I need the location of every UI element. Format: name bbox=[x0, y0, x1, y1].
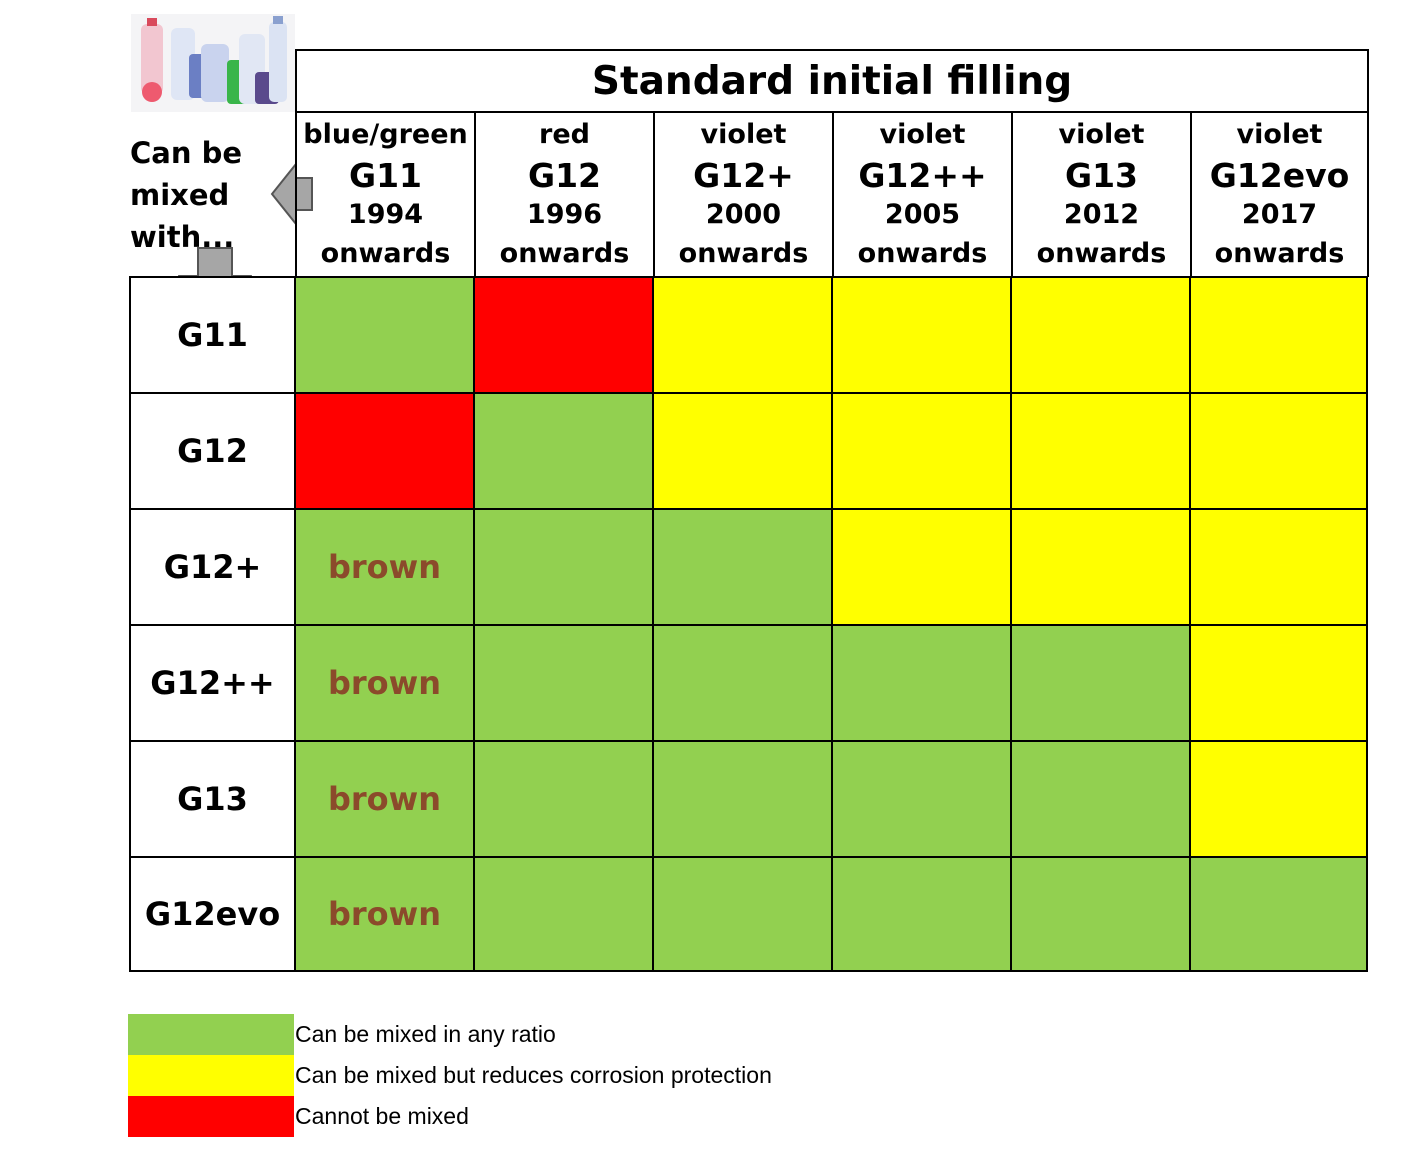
column-header-g12: red G12 1996 onwards bbox=[474, 111, 653, 277]
compatibility-cell-green bbox=[1189, 856, 1368, 972]
column-year: 2017 bbox=[1241, 199, 1318, 230]
compatibility-cell-yellow bbox=[1189, 392, 1368, 508]
compatibility-cell-green bbox=[831, 740, 1010, 856]
row-label: G11 bbox=[129, 276, 294, 392]
compatibility-cell-green bbox=[652, 740, 831, 856]
compatibility-cell-red bbox=[294, 392, 473, 508]
compatibility-cell-green bbox=[1010, 624, 1189, 740]
compatibility-cell-green bbox=[473, 392, 652, 508]
compatibility-cell-yellow bbox=[1189, 276, 1368, 392]
column-color: violet bbox=[1236, 119, 1323, 150]
compatibility-cell-yellow bbox=[1189, 508, 1368, 624]
compatibility-cell-green: brown bbox=[294, 740, 473, 856]
compatibility-cell-yellow bbox=[831, 392, 1010, 508]
column-year: 2005 bbox=[884, 199, 961, 230]
column-suffix: onwards bbox=[678, 238, 809, 269]
legend-text: Can be mixed in any ratio bbox=[295, 1021, 556, 1047]
compatibility-cell-yellow bbox=[1010, 508, 1189, 624]
column-code: G12evo bbox=[1209, 156, 1350, 195]
row-label: G12 bbox=[129, 392, 294, 508]
mix-label: Can be mixed with... bbox=[130, 136, 243, 254]
compatibility-cell-green bbox=[473, 740, 652, 856]
compatibility-cell-green bbox=[652, 508, 831, 624]
table-row: G12+ brown bbox=[129, 508, 1368, 624]
column-suffix: onwards bbox=[1214, 238, 1345, 269]
compatibility-cell-yellow bbox=[831, 508, 1010, 624]
table-row: G12++ brown bbox=[129, 624, 1368, 740]
column-header-g12plusplus: violet G12++ 2005 onwards bbox=[832, 111, 1011, 277]
compatibility-cell-yellow bbox=[1189, 740, 1368, 856]
legend-swatch bbox=[128, 1055, 294, 1096]
column-code: G12 bbox=[527, 156, 601, 195]
compatibility-grid: G11 G12 G12+ brown G12++ brown G13 brown G12evo b… bbox=[129, 276, 1368, 972]
column-year: 2012 bbox=[1063, 199, 1140, 230]
row-label: G13 bbox=[129, 740, 294, 856]
column-header-g11: blue/green G11 1994 onwards bbox=[295, 111, 474, 277]
column-header-g12plus: violet G12+ 2000 onwards bbox=[653, 111, 832, 277]
column-year: 2000 bbox=[705, 199, 782, 230]
table-row: G13 brown bbox=[129, 740, 1368, 856]
compatibility-cell-green bbox=[294, 276, 473, 392]
compatibility-cell-yellow bbox=[1189, 624, 1368, 740]
compatibility-cell-green: brown bbox=[294, 624, 473, 740]
legend-item-red: Cannot be mixed bbox=[128, 1096, 772, 1137]
compatibility-cell-yellow bbox=[1010, 392, 1189, 508]
legend-swatch bbox=[128, 1014, 294, 1055]
column-color: violet bbox=[1058, 119, 1145, 150]
compatibility-cell-yellow bbox=[831, 276, 1010, 392]
column-color: blue/green bbox=[303, 119, 468, 150]
compatibility-cell-green: brown bbox=[294, 856, 473, 972]
compatibility-cell-green bbox=[1010, 856, 1189, 972]
table-row: G12evo brown bbox=[129, 856, 1368, 972]
row-label: G12++ bbox=[129, 624, 294, 740]
chart-title: Standard initial filling bbox=[295, 49, 1369, 111]
column-suffix: onwards bbox=[1036, 238, 1167, 269]
column-color: red bbox=[539, 119, 590, 150]
row-label: G12evo bbox=[129, 856, 294, 972]
compatibility-cell-green bbox=[473, 856, 652, 972]
legend: Can be mixed in any ratio Can be mixed bu… bbox=[128, 1014, 772, 1137]
compatibility-cell-red bbox=[473, 276, 652, 392]
legend-swatch bbox=[128, 1096, 294, 1137]
compatibility-cell-yellow bbox=[652, 276, 831, 392]
compatibility-cell-green bbox=[652, 856, 831, 972]
legend-text: Can be mixed but reduces corrosion prote… bbox=[295, 1062, 772, 1088]
column-code: G12+ bbox=[693, 156, 794, 195]
column-year: 1994 bbox=[347, 199, 424, 230]
column-color: violet bbox=[879, 119, 966, 150]
compatibility-cell-yellow bbox=[1010, 276, 1189, 392]
compatibility-cell-green bbox=[652, 624, 831, 740]
compatibility-cell-green bbox=[473, 508, 652, 624]
legend-text: Cannot be mixed bbox=[295, 1103, 469, 1129]
column-header-g12evo: violet G12evo 2017 onwards bbox=[1190, 111, 1369, 277]
compatibility-cell-yellow bbox=[652, 392, 831, 508]
column-code: G11 bbox=[348, 156, 422, 195]
column-color: violet bbox=[700, 119, 787, 150]
legend-item-green: Can be mixed in any ratio bbox=[128, 1014, 772, 1055]
column-header-g13: violet G13 2012 onwards bbox=[1011, 111, 1190, 277]
column-suffix: onwards bbox=[857, 238, 988, 269]
compatibility-cell-green bbox=[831, 856, 1010, 972]
compatibility-cell-green: brown bbox=[294, 508, 473, 624]
column-year: 1996 bbox=[526, 199, 603, 230]
legend-item-yellow: Can be mixed but reduces corrosion prote… bbox=[128, 1055, 772, 1096]
compatibility-cell-green bbox=[1010, 740, 1189, 856]
compatibility-cell-green bbox=[831, 624, 1010, 740]
coolant-bottles-image bbox=[131, 14, 295, 112]
column-suffix: onwards bbox=[499, 238, 630, 269]
column-code: G13 bbox=[1064, 156, 1138, 195]
compatibility-cell-green bbox=[473, 624, 652, 740]
column-suffix: onwards bbox=[320, 238, 451, 269]
column-code: G12++ bbox=[858, 156, 987, 195]
row-label: G12+ bbox=[129, 508, 294, 624]
table-row: G12 bbox=[129, 392, 1368, 508]
table-row: G11 bbox=[129, 276, 1368, 392]
